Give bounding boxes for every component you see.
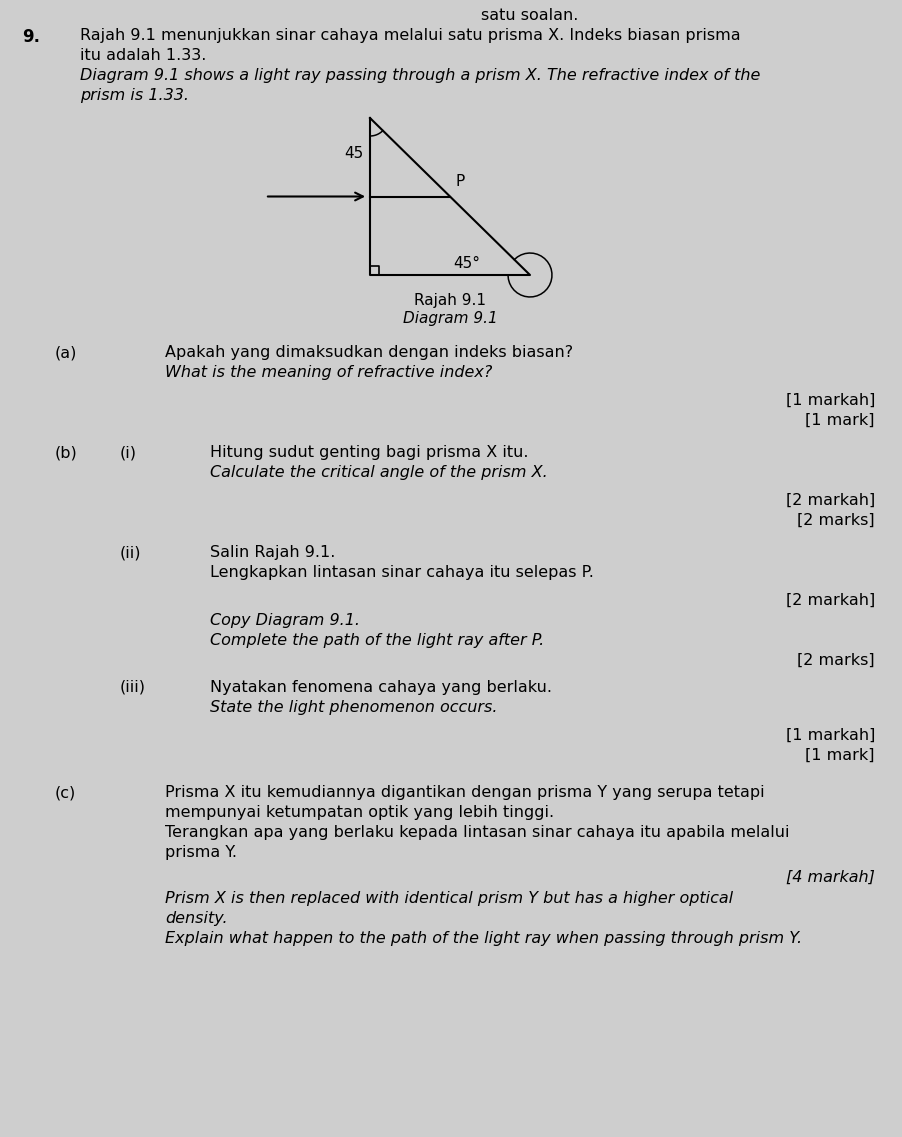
Text: [2 markah]: [2 markah] (785, 493, 874, 508)
Text: Terangkan apa yang berlaku kepada lintasan sinar cahaya itu apabila melalui: Terangkan apa yang berlaku kepada lintas… (165, 825, 788, 840)
Text: Apakah yang dimaksudkan dengan indeks biasan?: Apakah yang dimaksudkan dengan indeks bi… (165, 345, 573, 360)
Text: Copy Diagram 9.1.: Copy Diagram 9.1. (210, 613, 360, 628)
Text: satu soalan.: satu soalan. (481, 8, 578, 23)
Text: (ii): (ii) (120, 545, 142, 561)
Text: [1 markah]: [1 markah] (785, 728, 874, 742)
Text: 9.: 9. (22, 28, 40, 45)
Text: (c): (c) (55, 785, 76, 800)
Text: prism is 1.33.: prism is 1.33. (80, 88, 189, 103)
Text: [1 mark]: [1 mark] (805, 748, 874, 763)
Text: Hitung sudut genting bagi prisma X itu.: Hitung sudut genting bagi prisma X itu. (210, 445, 528, 460)
Text: [2 marks]: [2 marks] (796, 653, 874, 669)
Text: Calculate the critical angle of the prism X.: Calculate the critical angle of the pris… (210, 465, 548, 480)
Text: mempunyai ketumpatan optik yang lebih tinggi.: mempunyai ketumpatan optik yang lebih ti… (165, 805, 554, 820)
Text: Rajah 9.1: Rajah 9.1 (413, 293, 485, 308)
Text: [1 mark]: [1 mark] (805, 413, 874, 428)
Text: [4 markah]: [4 markah] (786, 870, 874, 885)
Text: [2 marks]: [2 marks] (796, 513, 874, 528)
Text: itu adalah 1.33.: itu adalah 1.33. (80, 48, 207, 63)
Text: Rajah 9.1 menunjukkan sinar cahaya melalui satu prisma X. Indeks biasan prisma: Rajah 9.1 menunjukkan sinar cahaya melal… (80, 28, 740, 43)
Text: 45: 45 (345, 146, 364, 161)
Text: (a): (a) (55, 345, 78, 360)
Text: Diagram 9.1 shows a light ray passing through a prism X. The refractive index of: Diagram 9.1 shows a light ray passing th… (80, 68, 759, 83)
Text: Diagram 9.1: Diagram 9.1 (402, 312, 497, 326)
Text: Lengkapkan lintasan sinar cahaya itu selepas P.: Lengkapkan lintasan sinar cahaya itu sel… (210, 565, 594, 580)
Text: Salin Rajah 9.1.: Salin Rajah 9.1. (210, 545, 335, 561)
Text: prisma Y.: prisma Y. (165, 845, 236, 860)
Text: Complete the path of the light ray after P.: Complete the path of the light ray after… (210, 633, 544, 648)
Text: (iii): (iii) (120, 680, 146, 695)
Text: [1 markah]: [1 markah] (785, 393, 874, 408)
Text: What is the meaning of refractive index?: What is the meaning of refractive index? (165, 365, 492, 380)
Text: density.: density. (165, 911, 227, 926)
Text: Prisma X itu kemudiannya digantikan dengan prisma Y yang serupa tetapi: Prisma X itu kemudiannya digantikan deng… (165, 785, 764, 800)
Text: Explain what happen to the path of the light ray when passing through prism Y.: Explain what happen to the path of the l… (165, 931, 801, 946)
Text: [2 markah]: [2 markah] (785, 594, 874, 608)
Text: State the light phenomenon occurs.: State the light phenomenon occurs. (210, 700, 497, 715)
Text: (i): (i) (120, 445, 137, 460)
Text: (b): (b) (55, 445, 78, 460)
Text: P: P (456, 174, 465, 189)
Text: Nyatakan fenomena cahaya yang berlaku.: Nyatakan fenomena cahaya yang berlaku. (210, 680, 551, 695)
Text: 45°: 45° (453, 256, 480, 271)
Text: Prism X is then replaced with identical prism Y but has a higher optical: Prism X is then replaced with identical … (165, 891, 732, 906)
